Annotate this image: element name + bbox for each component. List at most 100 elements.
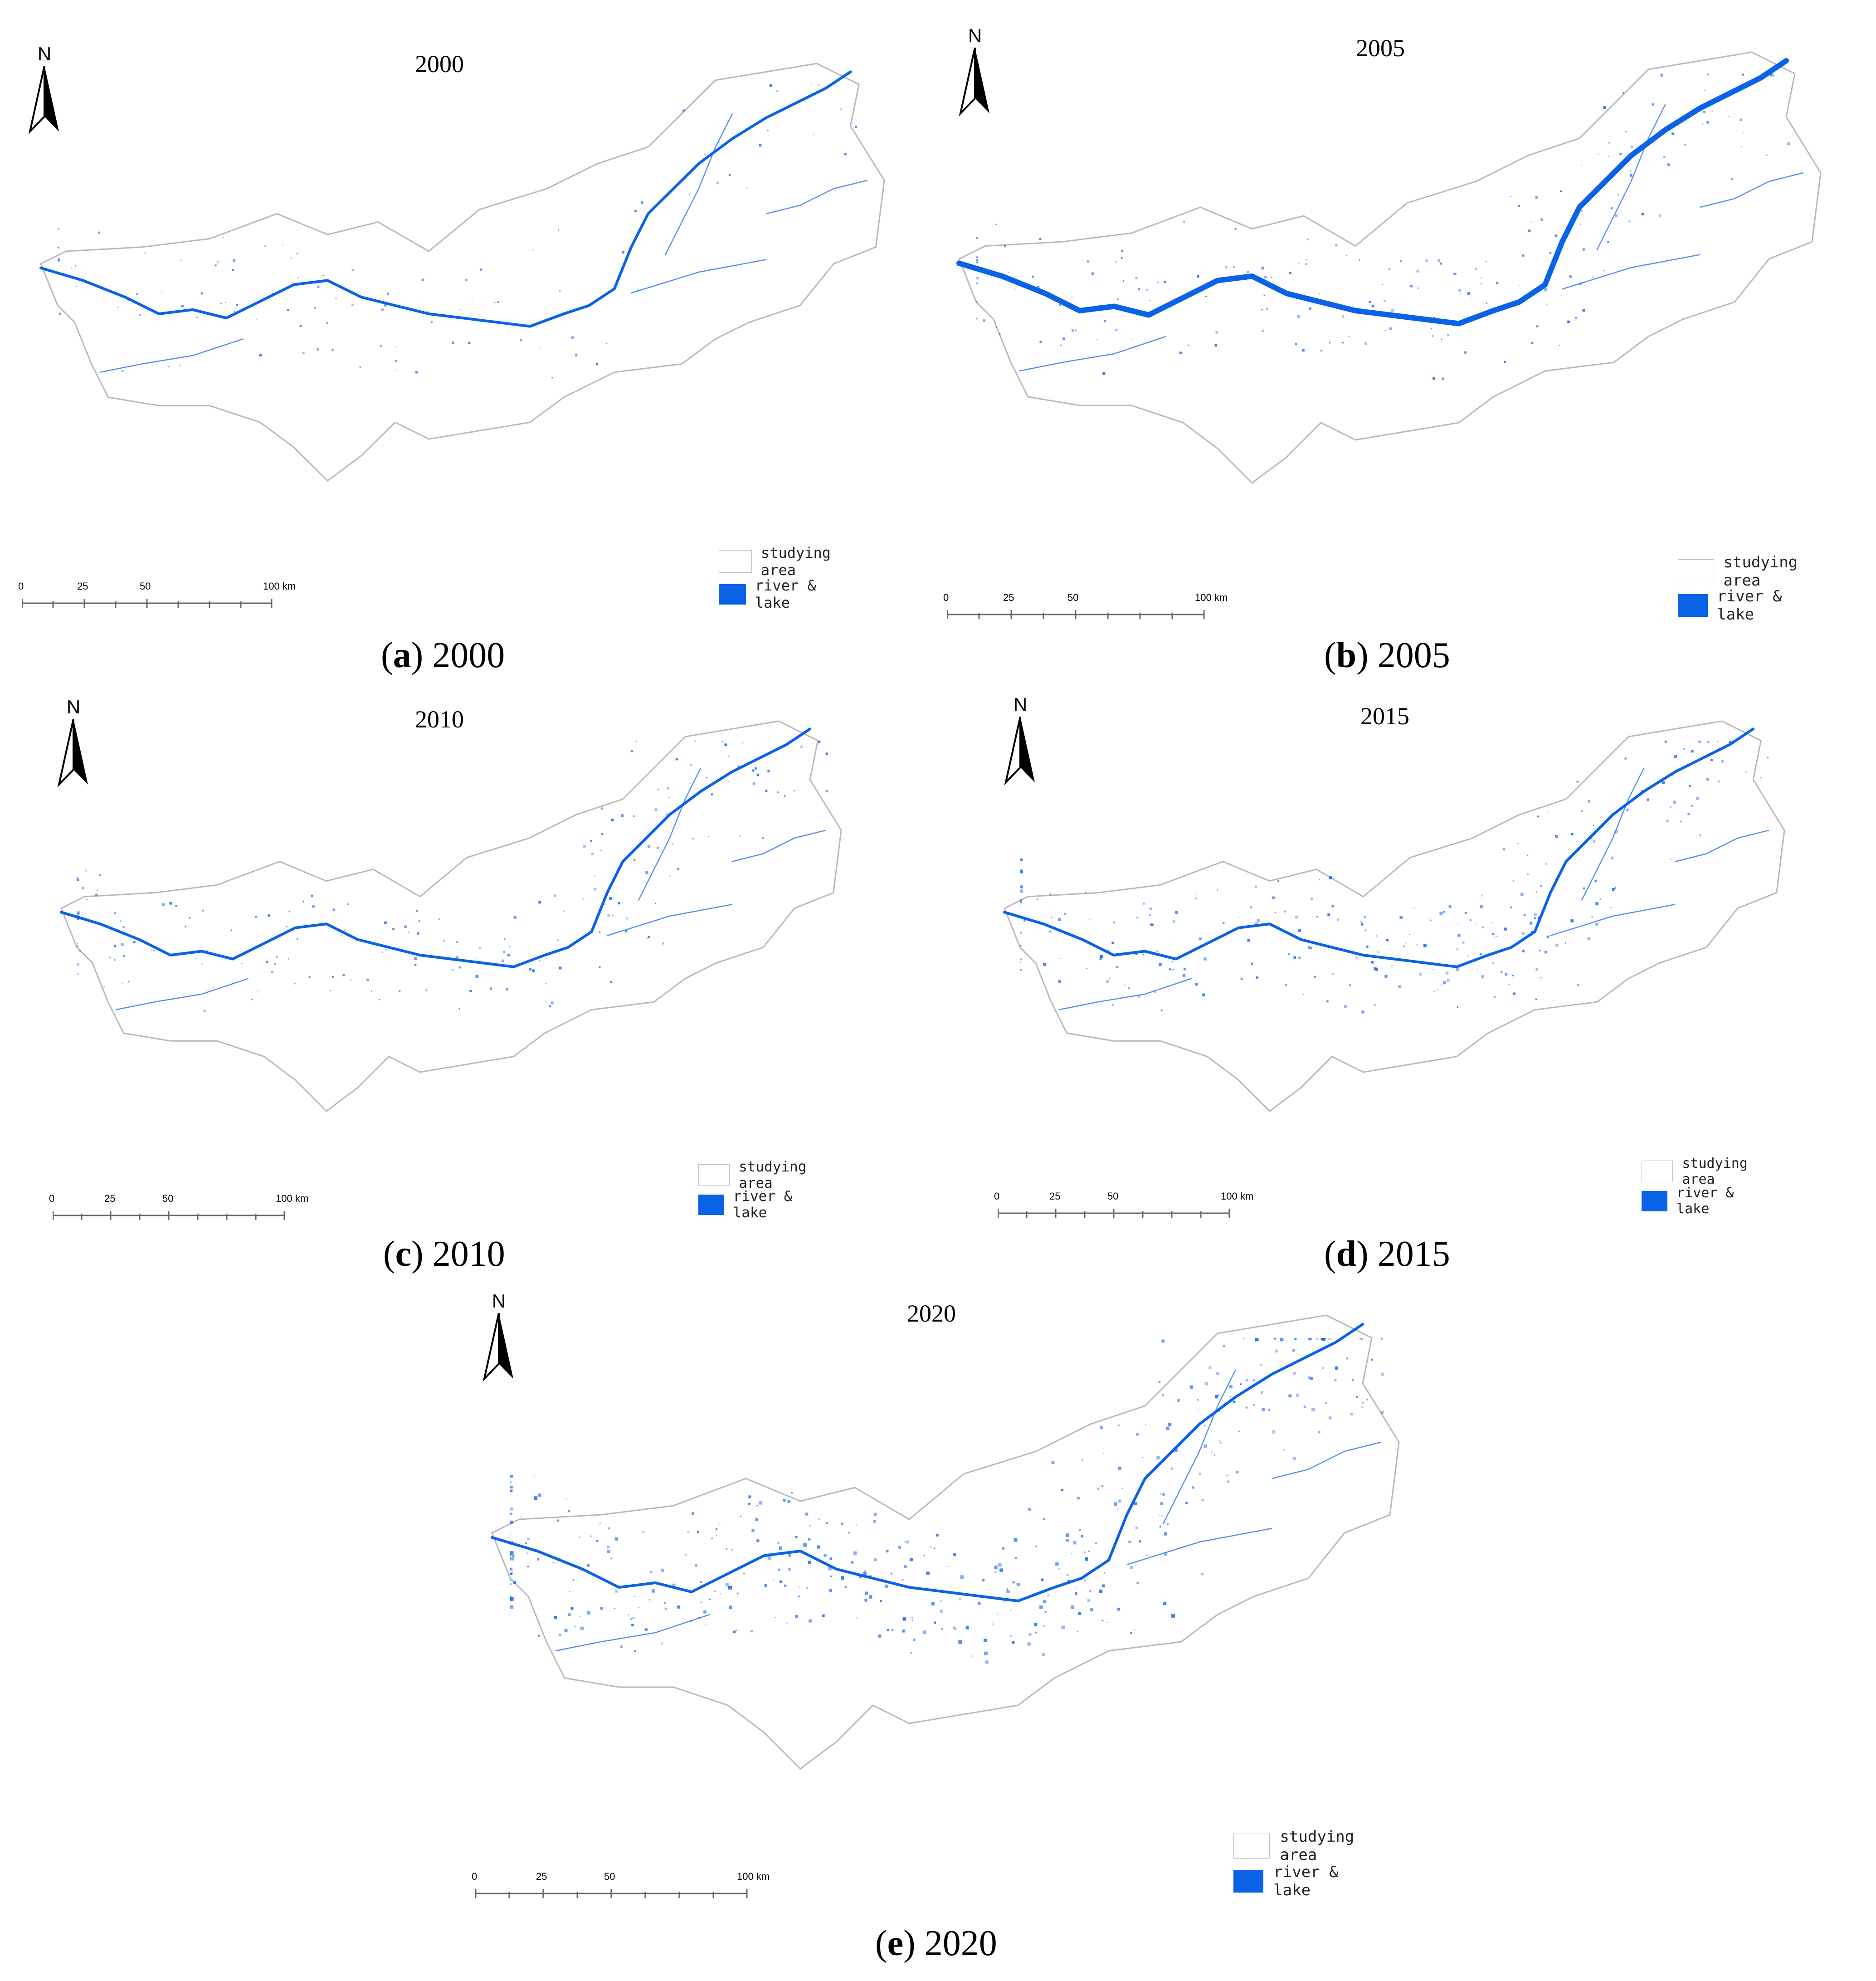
- water-body-patch: [898, 1546, 901, 1549]
- water-body-patch: [533, 1476, 535, 1477]
- tributary: [1019, 336, 1166, 372]
- water-body-patch: [1329, 876, 1332, 879]
- water-body-patch: [385, 949, 387, 951]
- water-body-patch: [1078, 1529, 1081, 1531]
- water-body-patch: [1433, 991, 1435, 992]
- water-body-patch: [1309, 307, 1312, 310]
- water-body-patch: [1277, 880, 1280, 882]
- water-body-patch: [308, 976, 311, 978]
- water-body-patch: [302, 352, 305, 354]
- water-body-patch: [58, 258, 60, 261]
- water-body-patch: [769, 84, 772, 87]
- tributary: [731, 829, 826, 862]
- water-body-patch: [120, 920, 122, 922]
- water-body-patch: [570, 1607, 574, 1610]
- water-body-patch: [1540, 218, 1543, 221]
- water-body-patch: [415, 371, 418, 374]
- tributary: [638, 767, 702, 901]
- water-body-patch: [335, 298, 337, 299]
- water-body-patch: [1418, 287, 1419, 289]
- water-body-patch: [1536, 325, 1539, 327]
- water-body-patch: [1233, 266, 1235, 268]
- water-body-patch: [752, 769, 755, 772]
- water-body-patch: [1430, 919, 1432, 922]
- water-body-patch: [1730, 178, 1733, 180]
- water-body-patch: [206, 950, 208, 952]
- water-body-patch: [558, 229, 560, 231]
- water-body-patch: [1534, 913, 1537, 916]
- water-body-patch: [902, 1617, 906, 1621]
- water-body-patch: [1416, 944, 1418, 946]
- water-body-patch: [864, 1570, 866, 1572]
- water-body-patch: [1077, 1497, 1080, 1500]
- water-body-patch: [1492, 933, 1495, 935]
- water-body-patch: [1365, 945, 1369, 948]
- water-body-patch: [1321, 350, 1322, 351]
- water-body-patch: [179, 364, 181, 366]
- water-body-patch: [664, 1607, 668, 1610]
- water-body-patch: [359, 366, 361, 368]
- water-body-patch: [608, 1527, 610, 1530]
- water-body-patch: [756, 1504, 758, 1506]
- water-body-patch: [538, 960, 541, 962]
- water-body-patch: [1142, 954, 1144, 956]
- water-body-patch: [941, 1628, 943, 1630]
- water-body-patch: [1549, 252, 1552, 254]
- water-body-patch: [1328, 1416, 1332, 1420]
- water-body-patch: [720, 1593, 721, 1595]
- water-body-patch: [1760, 777, 1762, 779]
- panel-d: 2015 N studying area river & lake 0 25 5…: [934, 680, 1876, 1306]
- water-body-patch: [1272, 896, 1275, 899]
- tributary: [1162, 1369, 1237, 1524]
- water-body-patch: [1060, 344, 1062, 346]
- water-body-patch: [58, 247, 59, 249]
- water-body-patch: [1149, 907, 1152, 910]
- water-body-patch: [1195, 898, 1197, 899]
- water-body-patch: [214, 264, 217, 267]
- water-body-patch: [381, 951, 383, 953]
- water-body-patch: [1342, 342, 1344, 344]
- water-body-patch: [689, 783, 691, 784]
- water-body-patch: [1245, 1406, 1247, 1409]
- water-body-patch: [343, 929, 345, 931]
- water-body-patch: [690, 764, 692, 766]
- water-body-patch: [1571, 833, 1574, 836]
- water-body-patch: [1112, 1004, 1114, 1006]
- tributary: [1562, 254, 1701, 290]
- water-body-patch: [527, 1566, 529, 1567]
- water-body-patch: [913, 1639, 916, 1641]
- water-body-patch: [380, 345, 382, 348]
- caption-letter: e: [887, 1923, 904, 1963]
- water-body-patch: [1111, 942, 1114, 944]
- water-body-patch: [332, 908, 336, 912]
- water-body-patch: [953, 1553, 956, 1556]
- water-body-patch: [1457, 1006, 1458, 1008]
- water-body-patch: [181, 305, 184, 307]
- water-body-patch: [737, 765, 741, 768]
- water-body-patch: [510, 1551, 514, 1555]
- water-body-patch: [510, 1597, 512, 1599]
- water-body-patch: [501, 959, 504, 962]
- water-body-patch: [788, 1568, 791, 1571]
- water-body-patch: [750, 1630, 753, 1633]
- water-body-patch: [1174, 1448, 1178, 1452]
- water-body-patch: [689, 194, 690, 195]
- water-body-patch: [775, 1617, 776, 1618]
- water-body-patch: [1476, 922, 1477, 924]
- water-body-patch: [690, 1620, 692, 1622]
- water-body-patch: [851, 1561, 854, 1564]
- water-body-patch: [1458, 289, 1461, 292]
- water-body-patch: [513, 1581, 516, 1584]
- water-body-patch: [1377, 951, 1379, 953]
- water-body-patch: [607, 1549, 610, 1553]
- water-body-patch: [1683, 748, 1685, 750]
- water-body-patch: [1296, 1394, 1299, 1397]
- caption-text: ) 2005: [1356, 635, 1450, 675]
- water-body-patch: [607, 914, 610, 917]
- scale-tick-label: 100 km: [263, 581, 296, 592]
- water-body-patch: [1355, 956, 1358, 959]
- water-body-patch: [926, 1571, 930, 1575]
- water-body-patch: [452, 342, 454, 344]
- tributary: [1675, 829, 1769, 862]
- water-body-patch: [1292, 1349, 1296, 1352]
